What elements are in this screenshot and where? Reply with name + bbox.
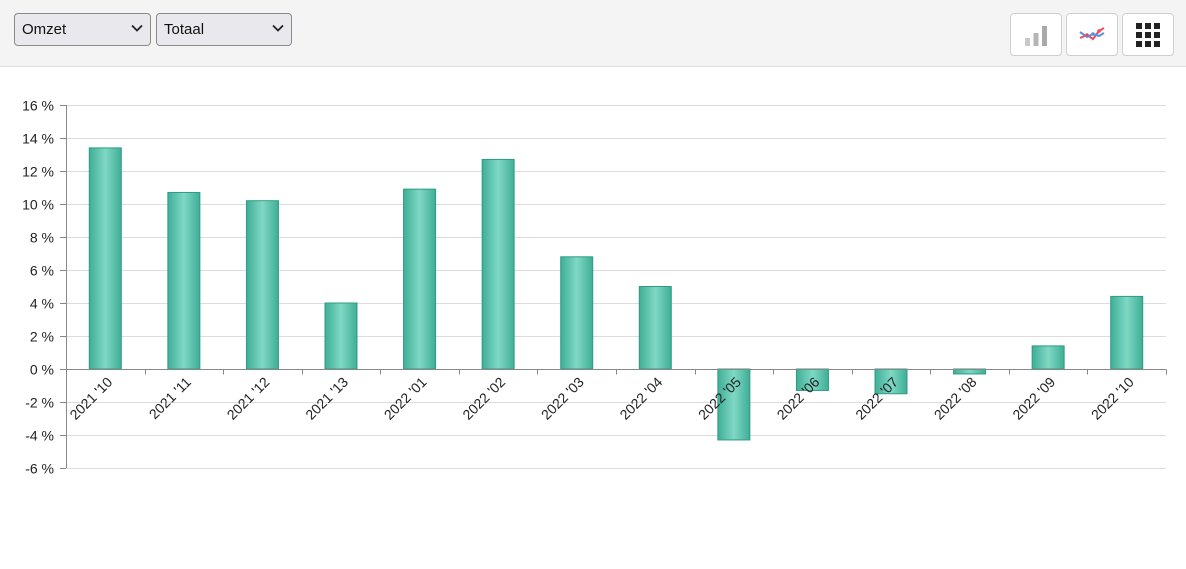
y-tick-label: -6 % <box>25 461 54 477</box>
y-tick-label: 10 % <box>22 197 54 213</box>
chart-toolbar: Omzet Totaal <box>0 0 1186 67</box>
bar[interactable] <box>560 256 594 370</box>
y-tick-label: 2 % <box>30 329 54 345</box>
y-tick-label: 0 % <box>30 362 54 378</box>
x-tick-label: 2021 '12 <box>224 374 273 423</box>
axes <box>66 105 1167 468</box>
aggregate-select[interactable]: Totaal <box>156 13 292 46</box>
x-tick-label: 2021 '11 <box>146 374 194 422</box>
y-tick-label: 12 % <box>22 164 54 180</box>
chevron-down-icon <box>131 24 143 32</box>
bar[interactable] <box>1110 295 1144 370</box>
bar[interactable] <box>874 368 908 395</box>
aggregate-select-value: Totaal <box>164 21 205 38</box>
line-chart-button[interactable] <box>1066 13 1118 56</box>
bar[interactable] <box>167 191 201 370</box>
x-tick-label: 2021 '10 <box>66 374 115 423</box>
y-tick-label: 16 % <box>22 98 54 114</box>
bar[interactable] <box>1031 345 1065 370</box>
x-tick-label: 2022 '01 <box>381 374 430 423</box>
metric-select-value: Omzet <box>22 21 67 38</box>
table-view-button[interactable] <box>1122 13 1174 56</box>
metric-select[interactable]: Omzet <box>14 13 151 46</box>
bar[interactable] <box>403 188 437 370</box>
bar-chart-icon <box>1025 25 1047 46</box>
x-tick-label: 2022 '03 <box>538 374 587 423</box>
line-chart-icon <box>1079 26 1105 40</box>
y-tick-label: 6 % <box>30 263 54 279</box>
bar[interactable] <box>245 200 279 370</box>
x-tick-label: 2022 '08 <box>931 374 980 423</box>
x-tick-label: 2022 '02 <box>459 374 508 423</box>
chevron-down-icon <box>272 24 284 32</box>
bar[interactable] <box>324 302 358 370</box>
y-tick-label: 8 % <box>30 230 54 246</box>
bar[interactable] <box>88 147 122 370</box>
y-tick-label: 14 % <box>22 131 54 147</box>
bar[interactable] <box>481 158 515 370</box>
x-tick-label: 2022 '10 <box>1088 374 1137 423</box>
bar-chart: 16 % 14 % 12 % 10 % 8 % 6 % 4 % 2 % 0 % -2 % -4 % -… <box>22 98 1167 477</box>
bars <box>88 147 1144 441</box>
bar[interactable] <box>717 368 751 441</box>
x-tick-label: 2022 '09 <box>1009 374 1058 423</box>
y-tick-label: -4 % <box>25 428 54 444</box>
x-axis-labels: 2021 '10 2021 '11 2021 '12 2021 '13 2022 '01… <box>66 374 1137 423</box>
grid-icon <box>1136 22 1160 47</box>
y-tick-label: -2 % <box>25 395 54 411</box>
bar-chart-button[interactable] <box>1010 13 1062 56</box>
y-tick-label: 4 % <box>30 296 54 312</box>
x-tick-label: 2022 '04 <box>616 374 665 423</box>
x-tick-label: 2021 '13 <box>302 374 351 423</box>
bar[interactable] <box>638 286 672 370</box>
y-axis-labels: 16 % 14 % 12 % 10 % 8 % 6 % 4 % 2 % 0 % -2 % -4 % -… <box>22 98 54 477</box>
